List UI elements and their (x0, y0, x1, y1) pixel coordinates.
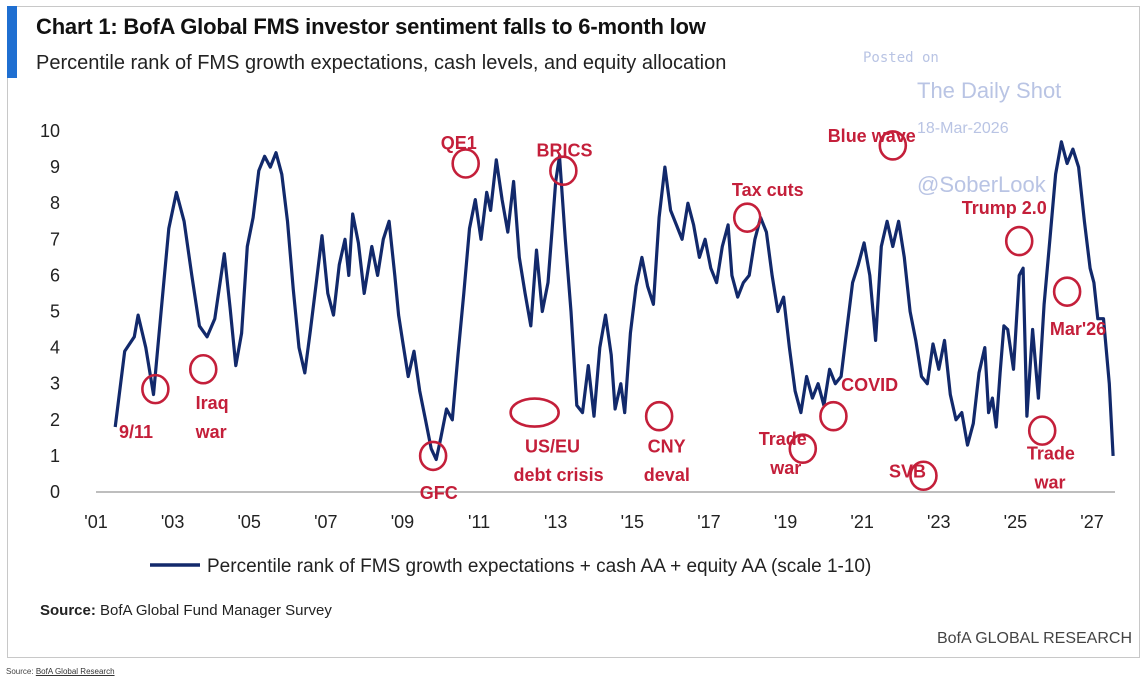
annotation-label: Mar'26 (1050, 319, 1106, 339)
outer-source-label: Source: (6, 667, 34, 676)
annotation-circle (878, 130, 908, 161)
annotation-label: debt crisis (514, 465, 604, 485)
y-tick-label: 6 (50, 265, 60, 285)
annotation-label: war (1034, 472, 1066, 492)
annotation-label: GFC (420, 483, 458, 503)
brand-label: BofA GLOBAL RESEARCH (936, 630, 1132, 647)
x-tick-label: '13 (544, 512, 567, 532)
chart-subtitle: Percentile rank of FMS growth expectatio… (36, 52, 727, 74)
annotation-label: war (769, 458, 801, 478)
annotation-circle (141, 373, 170, 405)
annotation-circle (819, 400, 848, 432)
annotation-label: war (195, 422, 227, 442)
y-axis: 0 1 2 3 4 5 6 7 8 9 10 (40, 121, 60, 502)
annotation-circle (188, 353, 218, 385)
watermark-name: The Daily Shot (917, 78, 1062, 103)
annotation-circle (418, 440, 448, 472)
watermark-posted: Posted on (863, 50, 939, 66)
source-text: BofA Global Fund Manager Survey (100, 602, 332, 619)
y-tick-label: 3 (50, 374, 60, 394)
annotation-label: Tax cuts (732, 180, 804, 200)
x-tick-label: '21 (850, 512, 873, 532)
annotation-label: US/EU (525, 436, 580, 456)
annotation-circle (509, 397, 560, 428)
annotation-label: CNY (648, 436, 686, 456)
annotation-label: Trade (759, 429, 807, 449)
y-tick-label: 8 (50, 193, 60, 213)
x-tick-label: '27 (1080, 512, 1103, 532)
y-tick-label: 0 (50, 482, 60, 502)
y-tick-label: 2 (50, 410, 60, 430)
y-tick-label: 9 (50, 157, 60, 177)
x-axis: '01 '03 '05 '07 '09 '11 '13 '15 '17 '19 '21 '23 '25 '… (84, 512, 1103, 532)
annotation-circle (549, 155, 578, 187)
y-tick-label: 4 (50, 338, 60, 358)
x-tick-label: '25 (1004, 512, 1027, 532)
y-tick-label: 7 (50, 229, 60, 249)
legend-label: Percentile rank of FMS growth expectatio… (207, 556, 871, 577)
annotation-circle (644, 400, 674, 432)
x-tick-label: '05 (237, 512, 260, 532)
annotation-circle (1052, 276, 1082, 307)
x-tick-label: '15 (621, 512, 644, 532)
outer-source-note: Source: BofA Global Research (6, 667, 115, 676)
x-tick-label: '11 (468, 512, 490, 532)
annotation-label: deval (644, 465, 690, 485)
source-note: Source: BofA Global Fund Manager Survey (40, 602, 332, 619)
annotation-circle (788, 433, 818, 464)
x-tick-label: '03 (161, 512, 184, 532)
annotation-label: Trade (1027, 444, 1075, 464)
annotation-circle (1027, 415, 1057, 446)
annotations: 9/11 Iraq war GFC QE1 US/EU debt crisis BRICS CN… (119, 126, 1106, 503)
annotation-circle (1004, 225, 1034, 257)
watermark-date: 18-Mar-2026 (917, 120, 1009, 137)
annotation-label: 9/11 (119, 422, 153, 442)
source-label: Source: (40, 602, 96, 619)
annotation-label: BRICS (537, 140, 593, 160)
annotation-label: Iraq (196, 393, 229, 413)
title-accent-bar (7, 6, 17, 78)
x-tick-label: '19 (774, 512, 797, 532)
y-tick-label: 1 (50, 446, 60, 466)
x-tick-label: '17 (697, 512, 720, 532)
annotation-circle (732, 202, 762, 233)
outer-source-link[interactable]: BofA Global Research (35, 667, 115, 676)
annotation-circle (909, 460, 938, 492)
watermark-handle: @SoberLook (917, 172, 1046, 197)
annotation-label: QE1 (441, 133, 477, 153)
annotation-label: SVB (889, 462, 926, 482)
annotation-label: Trump 2.0 (962, 198, 1047, 218)
x-tick-label: '07 (314, 512, 337, 532)
x-tick-label: '09 (391, 512, 414, 532)
y-tick-label: 10 (40, 121, 60, 141)
annotation-label: COVID (841, 375, 898, 395)
y-tick-label: 5 (50, 302, 60, 322)
x-tick-label: '23 (927, 512, 950, 532)
x-tick-label: '01 (84, 512, 107, 532)
chart-title: Chart 1: BofA Global FMS investor sentim… (36, 14, 706, 39)
legend: Percentile rank of FMS growth expectatio… (150, 556, 871, 577)
annotation-circle (451, 148, 480, 179)
series-line-sentiment (113, 140, 1115, 462)
